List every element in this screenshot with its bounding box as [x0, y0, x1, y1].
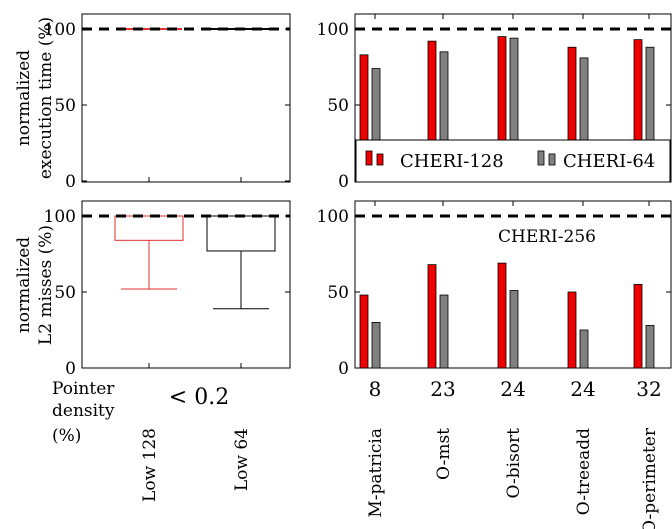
pointer-density-label-line2: density: [52, 401, 115, 421]
x-category-label: O-treeadd: [574, 428, 594, 515]
y-tick-label: 50: [327, 96, 349, 116]
legend-swatch-cheri64-b: [548, 153, 556, 166]
x-category-label: O-perimeter: [640, 427, 660, 529]
bar-cheri128: [497, 262, 507, 369]
panel-bottom-left-frame: [81, 200, 291, 369]
legend-swatch-cheri64-a: [537, 150, 545, 166]
pointer-density-value: 23: [430, 377, 455, 401]
legend-label-cheri64: CHERI-64: [563, 151, 655, 172]
y-tick-label: 100: [317, 207, 349, 227]
y-tick-label: 0: [65, 359, 76, 379]
pointer-density-left-value: < 0.2: [169, 385, 229, 410]
y-axis-title-top-line1: normalized: [14, 50, 34, 146]
legend-box: [355, 139, 671, 183]
y-tick-label: 0: [338, 359, 349, 379]
x-category-label: O-bisort: [504, 428, 524, 499]
legend-swatch-cheri128-b: [376, 153, 384, 166]
bar-cheri64: [579, 329, 589, 369]
bar-cheri64: [371, 321, 381, 369]
bar-cheri128: [567, 291, 577, 369]
y-tick-label: 50: [54, 283, 76, 303]
bar-cheri128: [359, 294, 369, 369]
legend-label-cheri128: CHERI-128: [400, 151, 504, 172]
bar-cheri128: [633, 283, 643, 369]
x-category-label: O-mst: [434, 428, 454, 480]
y-axis-title-bottom-line1: normalized: [14, 237, 34, 333]
x-category-label: Low 64: [232, 428, 252, 491]
y-tick-label: 0: [65, 172, 76, 192]
x-category-label: Low 128: [140, 428, 160, 502]
panel-top-left-frame: [81, 13, 291, 183]
pointer-density-value: 24: [570, 377, 595, 401]
y-axis-title-bottom-line2: L2 misses (%): [36, 225, 56, 345]
box-low128: [114, 215, 184, 241]
y-axis-title-top-line2: execution time (%): [36, 17, 56, 179]
pointer-density-value: 24: [500, 377, 525, 401]
chart-marks: 0 50 100 0 50 100 0 50 100 0 50 100 8 23 24 24 32 M-patri…: [44, 14, 671, 529]
pointer-density-label-line1: Pointer: [52, 379, 115, 399]
pointer-density-label-line3: (%): [52, 426, 81, 446]
y-tick-label: 100: [44, 207, 76, 227]
y-tick-label: 0: [338, 172, 349, 192]
legend: CHERI-128 CHERI-64: [355, 139, 671, 183]
reference-label-cheri256: CHERI-256: [498, 227, 596, 247]
pointer-density-value: 32: [636, 377, 661, 401]
x-category-label: M-patricia: [366, 428, 386, 518]
legend-swatch-cheri128-a: [365, 150, 373, 166]
y-tick-label: 100: [317, 20, 349, 40]
pointer-density-value: 8: [369, 377, 382, 401]
bar-cheri128: [427, 264, 437, 369]
bar-cheri64: [645, 325, 655, 369]
y-tick-label: 100: [44, 20, 76, 40]
y-tick-label: 50: [54, 96, 76, 116]
box-low64: [206, 215, 276, 252]
bar-cheri64: [509, 290, 519, 369]
bar-cheri64: [439, 294, 449, 369]
y-tick-label: 50: [327, 283, 349, 303]
